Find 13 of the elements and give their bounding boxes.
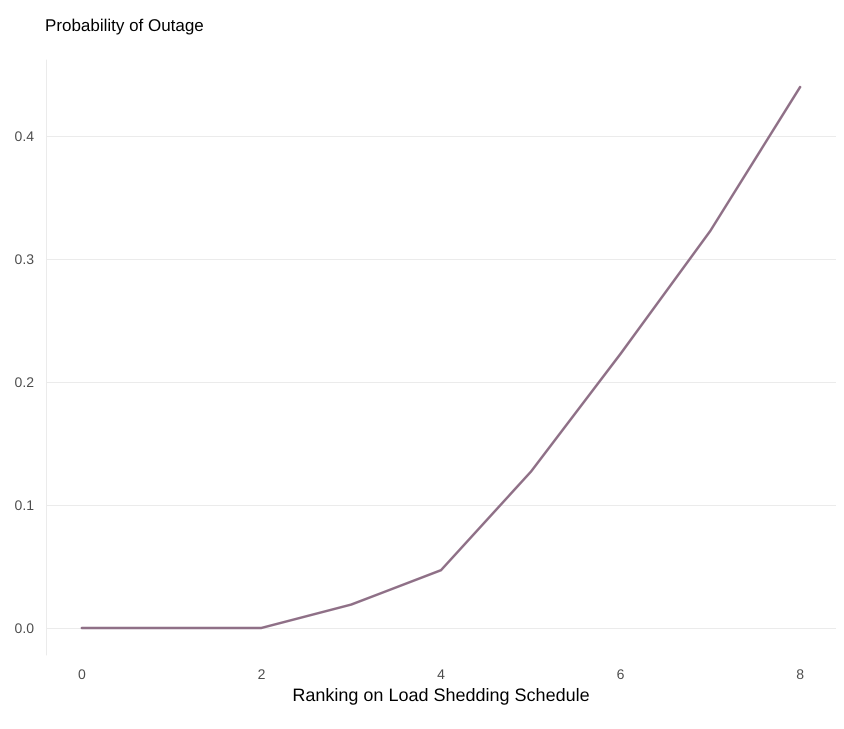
y-axis-title: Probability of Outage <box>45 16 204 35</box>
x-tick-label: 6 <box>616 666 625 682</box>
y-tick-label: 0.2 <box>14 374 34 390</box>
y-tick-label: 0.4 <box>14 128 34 144</box>
y-tick-label: 0.1 <box>14 497 34 514</box>
y-tick-label: 0.0 <box>14 620 34 636</box>
x-tick-label: 4 <box>437 666 446 682</box>
x-tick-label: 8 <box>796 666 804 682</box>
x-tick-label: 2 <box>258 666 266 682</box>
x-axis-title: Ranking on Load Shedding Schedule <box>292 684 590 705</box>
line-series <box>80 86 802 630</box>
y-tick-label: 0.3 <box>14 251 34 268</box>
x-tick-label: 0 <box>78 666 86 682</box>
